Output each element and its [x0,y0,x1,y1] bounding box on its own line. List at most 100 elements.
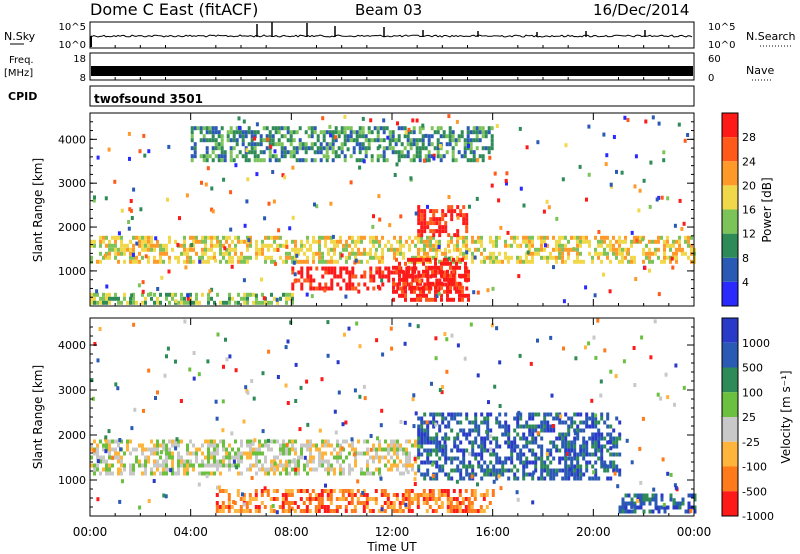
data-cell [414,235,417,240]
data-cell [291,165,295,170]
data-cell [591,476,595,481]
data-cell [436,146,440,151]
data-cell [431,273,434,278]
data-cell [528,428,532,433]
data-cell [309,451,312,456]
data-cell [330,451,333,456]
data-cell [213,443,216,448]
data-cell [401,493,405,497]
data-cell [381,447,384,452]
data-cell [579,243,582,248]
data-cell [435,448,439,453]
data-cell [102,292,105,297]
data-cell [214,130,218,135]
data-cell [333,471,336,476]
data-cell [183,239,186,244]
data-cell [237,459,240,464]
data-cell [460,134,464,139]
data-cell [317,493,321,497]
data-cell [132,447,135,452]
data-cell [432,424,436,429]
data-cell [492,259,495,264]
data-cell [150,471,153,476]
data-cell [434,356,438,361]
data-cell [465,472,469,477]
data-cell [313,126,317,131]
data-cell [309,278,313,283]
data-cell [246,247,249,252]
data-cell [448,138,452,143]
data-cell [585,420,589,425]
data-cell [213,255,216,260]
data-cell [478,130,482,135]
data-cell [404,130,408,135]
data-cell [645,497,649,502]
data-cell [399,251,402,256]
data-cell [250,379,254,383]
data-cell [456,215,460,220]
data-cell [531,460,535,465]
data-cell [305,509,309,513]
data-cell [370,138,374,143]
data-cell [302,509,306,513]
data-cell [372,235,375,240]
data-cell [657,255,660,260]
data-cell [236,509,240,513]
data-cell [469,150,473,155]
data-cell [405,463,408,468]
data-cell [358,158,362,163]
data-cell [507,444,511,449]
data-cell [662,150,666,155]
data-cell [195,251,198,256]
data-cell [128,156,131,161]
data-cell [429,274,433,279]
data-cell [211,126,215,131]
data-cell [452,269,455,274]
data-cell [266,493,270,497]
data-cell [597,440,601,445]
data-cell [437,505,441,509]
data-cell [344,509,348,513]
data-cell [570,420,574,425]
data-cell [186,467,189,472]
data-cell [232,138,236,143]
data-cell [312,251,315,256]
data-cell [661,457,665,462]
data-cell [597,420,601,425]
data-cell [240,459,243,464]
data-cell [549,460,553,465]
data-cell [382,126,386,131]
data-cell [440,493,444,497]
data-cell [547,205,551,210]
data-cell [352,138,356,143]
data-cell [624,235,627,240]
data-cell [447,412,451,417]
data-cell [483,448,487,453]
data-cell [536,431,540,436]
data-cell [660,505,664,510]
data-cell [344,294,348,299]
data-cell [603,348,607,353]
data-cell [283,175,287,180]
data-cell [298,146,302,151]
data-cell [138,443,141,448]
data-cell [367,126,371,131]
date-label: 16/Dec/2014 [593,1,689,19]
data-cell [479,493,483,497]
data-cell [207,235,210,240]
data-cell [345,243,348,248]
data-cell [369,118,373,123]
data-cell [445,134,449,139]
data-cell [111,439,114,444]
data-cell [318,451,321,456]
data-cell [90,455,93,460]
data-cell [322,130,326,135]
data-cell [321,459,324,464]
data-cell [117,471,120,476]
data-cell [380,408,384,413]
data-cell [258,251,261,256]
data-cell [464,273,467,278]
data-cell [406,470,410,475]
data-cell [486,464,490,469]
data-cell [324,259,327,264]
